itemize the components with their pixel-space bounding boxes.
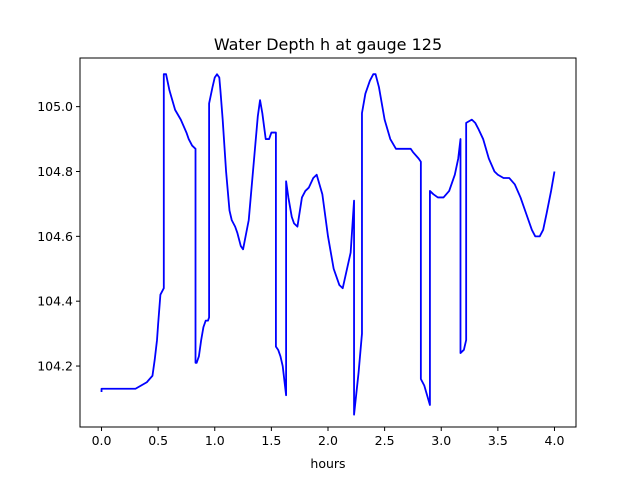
series-line-0 <box>100 73 556 416</box>
y-axis: 104.2 104.4 104.6 104.8 105.0 <box>37 99 80 374</box>
y-tick-label: 104.6 <box>37 229 73 244</box>
chart-title: Water Depth h at gauge 125 <box>214 35 442 54</box>
x-tick-label: 3.0 <box>431 433 451 448</box>
y-tick-label: 104.4 <box>37 294 73 309</box>
y-tick-label: 104.2 <box>37 359 73 374</box>
x-axis: 0.0 0.5 1.0 1.5 2.0 2.5 3.0 3.5 4.0 <box>92 427 565 448</box>
x-tick-label: 0.5 <box>148 433 168 448</box>
x-axis-label: hours <box>310 456 345 471</box>
x-tick-label: 2.0 <box>318 433 338 448</box>
plot-frame <box>79 57 577 428</box>
x-tick-label: 2.5 <box>375 433 395 448</box>
y-tick-label: 104.8 <box>37 164 73 179</box>
y-tick-label: 105.0 <box>37 99 73 114</box>
x-tick-label: 0.0 <box>92 433 112 448</box>
x-tick-label: 1.0 <box>205 433 225 448</box>
plot-area <box>100 73 556 416</box>
x-tick-label: 4.0 <box>545 433 565 448</box>
x-tick-label: 3.5 <box>488 433 508 448</box>
x-tick-label: 1.5 <box>261 433 281 448</box>
